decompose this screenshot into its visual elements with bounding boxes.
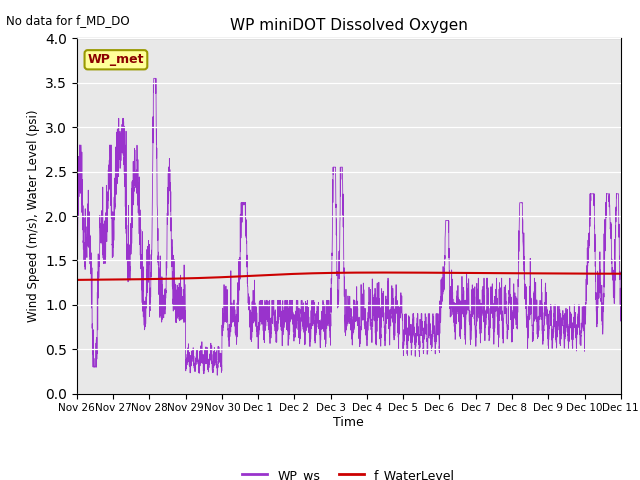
Text: No data for f_MD_DO: No data for f_MD_DO [6, 14, 130, 27]
Y-axis label: Wind Speed (m/s), Water Level (psi): Wind Speed (m/s), Water Level (psi) [26, 110, 40, 322]
Title: WP miniDOT Dissolved Oxygen: WP miniDOT Dissolved Oxygen [230, 18, 468, 33]
X-axis label: Time: Time [333, 416, 364, 429]
Legend: WP_ws, f_WaterLevel: WP_ws, f_WaterLevel [237, 464, 460, 480]
Text: WP_met: WP_met [88, 53, 144, 66]
